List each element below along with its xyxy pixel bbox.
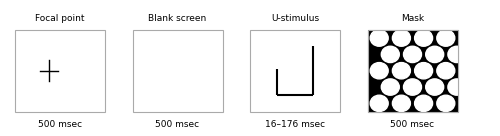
- Text: Mask: Mask: [401, 14, 424, 23]
- Circle shape: [404, 46, 421, 63]
- Circle shape: [437, 63, 455, 79]
- Circle shape: [382, 46, 400, 63]
- Circle shape: [426, 46, 444, 63]
- Text: 500 msec: 500 msec: [156, 120, 200, 129]
- Text: U-stimulus: U-stimulus: [271, 14, 319, 23]
- Circle shape: [448, 46, 466, 63]
- Circle shape: [370, 63, 388, 79]
- Circle shape: [392, 30, 410, 46]
- Circle shape: [392, 63, 410, 79]
- Text: 500 msec: 500 msec: [38, 120, 82, 129]
- Circle shape: [414, 30, 432, 46]
- Circle shape: [392, 95, 410, 112]
- Circle shape: [404, 79, 421, 95]
- Text: Focal point: Focal point: [35, 14, 85, 23]
- Text: Blank screen: Blank screen: [148, 14, 206, 23]
- Circle shape: [414, 63, 432, 79]
- Circle shape: [414, 95, 432, 112]
- Text: 500 msec: 500 msec: [390, 120, 434, 129]
- Circle shape: [370, 95, 388, 112]
- Circle shape: [382, 79, 400, 95]
- Circle shape: [426, 79, 444, 95]
- Circle shape: [437, 30, 455, 46]
- Circle shape: [437, 95, 455, 112]
- Circle shape: [370, 30, 388, 46]
- Text: 16–176 msec: 16–176 msec: [265, 120, 325, 129]
- Circle shape: [448, 79, 466, 95]
